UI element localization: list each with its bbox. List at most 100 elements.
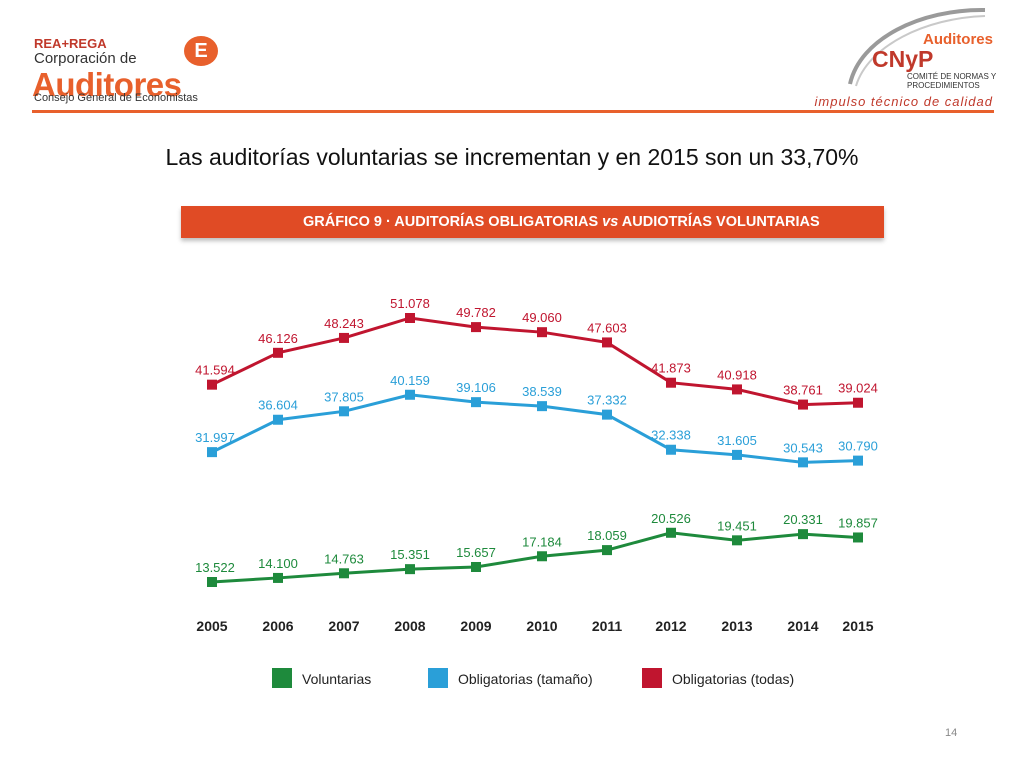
data-label-obligatorias-todas-2011: 47.603	[587, 320, 627, 335]
data-point-voluntarias-2005	[207, 577, 217, 587]
data-point-obligatorias-todas-2008	[405, 313, 415, 323]
data-point-voluntarias-2015	[853, 532, 863, 543]
data-label-voluntarias-2012: 20.526	[651, 511, 691, 526]
data-label-obligatorias-tamano-2010: 38.539	[522, 384, 562, 399]
data-label-obligatorias-todas-2014: 38.761	[783, 383, 823, 398]
cnyp-logo: Auditores CNyP COMITÉ DE NORMAS Y PROCED…	[780, 4, 997, 109]
data-label-obligatorias-tamano-2015: 30.790	[838, 439, 878, 454]
data-label-obligatorias-tamano-2006: 36.604	[258, 398, 298, 413]
data-point-obligatorias-tamano-2005	[207, 447, 217, 458]
data-point-obligatorias-todas-2011	[602, 337, 612, 348]
data-label-voluntarias-2005: 13.522	[195, 560, 235, 575]
x-tick-label-2005: 2005	[196, 618, 227, 634]
legend-swatch-voluntarias	[272, 668, 292, 688]
x-tick-label-2011: 2011	[592, 618, 623, 634]
data-label-voluntarias-2013: 19.451	[717, 518, 757, 533]
data-point-obligatorias-tamano-2006	[273, 414, 283, 425]
legend-swatch-obligatorias-tamano	[428, 668, 448, 688]
x-tick-label-2015: 2015	[842, 618, 873, 634]
data-label-obligatorias-tamano-2013: 31.605	[717, 433, 757, 448]
chart-title-prefix: GRÁFICO 9 · AUDITORÍAS OBLIGATORIAS	[303, 214, 599, 230]
chart-title-suffix: AUDIOTRÍAS VOLUNTARIAS	[621, 214, 820, 230]
logo-right-line3: COMITÉ DE NORMAS Y PROCEDIMIENTOS	[907, 72, 997, 90]
legend-label-obligatorias-tamano: Obligatorias (tamaño)	[458, 671, 593, 687]
data-label-obligatorias-todas-2009: 49.782	[456, 305, 496, 320]
header-divider	[32, 110, 994, 113]
data-label-obligatorias-tamano-2005: 31.997	[195, 430, 235, 445]
rea-rega-logo: REA+REGA E Corporación de Auditores Cons…	[32, 30, 232, 110]
data-point-obligatorias-tamano-2013	[732, 449, 742, 460]
x-tick-label-2010: 2010	[526, 618, 557, 634]
data-label-obligatorias-todas-2008: 51.078	[390, 296, 430, 311]
x-tick-label-2006: 2006	[262, 618, 293, 634]
data-point-obligatorias-todas-2007	[339, 332, 349, 343]
x-tick-label-2009: 2009	[460, 618, 491, 634]
logo-left-line1: REA+REGA	[34, 36, 107, 51]
data-label-voluntarias-2014: 20.331	[783, 512, 823, 527]
data-point-obligatorias-todas-2012	[666, 377, 676, 388]
data-label-obligatorias-todas-2015: 39.024	[838, 381, 878, 396]
data-label-obligatorias-todas-2012: 41.873	[651, 361, 691, 376]
data-label-obligatorias-todas-2007: 48.243	[324, 316, 364, 331]
data-label-obligatorias-tamano-2009: 39.106	[456, 380, 496, 395]
data-point-obligatorias-tamano-2014	[798, 457, 808, 468]
data-point-obligatorias-todas-2013	[732, 384, 742, 395]
economistas-badge-icon: E	[184, 36, 218, 66]
chart-title-vs: vs	[602, 214, 619, 230]
data-point-obligatorias-tamano-2009	[471, 397, 481, 408]
data-label-obligatorias-todas-2005: 41.594	[195, 363, 235, 378]
data-point-voluntarias-2009	[471, 561, 481, 572]
data-label-obligatorias-tamano-2012: 32.338	[651, 428, 691, 443]
logo-right-line4: impulso técnico de calidad	[814, 94, 993, 109]
data-point-obligatorias-tamano-2011	[602, 409, 612, 420]
logo-right-line2: CNyP	[872, 46, 934, 72]
data-point-obligatorias-todas-2014	[798, 399, 808, 410]
data-point-obligatorias-todas-2015	[853, 397, 863, 408]
page-number: 14	[945, 727, 958, 739]
data-label-obligatorias-todas-2006: 46.126	[258, 331, 298, 346]
data-label-voluntarias-2008: 15.351	[390, 547, 430, 562]
data-point-obligatorias-tamano-2008	[405, 389, 415, 400]
data-label-obligatorias-tamano-2007: 37.805	[324, 389, 364, 404]
logo-left-line4: Consejo General de Economistas	[34, 92, 198, 104]
legend-label-obligatorias-todas: Obligatorias (todas)	[672, 671, 795, 687]
data-point-obligatorias-tamano-2010	[537, 401, 547, 412]
data-point-voluntarias-2007	[339, 568, 349, 579]
x-tick-label-2008: 2008	[394, 618, 425, 634]
data-label-voluntarias-2007: 14.763	[324, 551, 364, 566]
slide-title: Las auditorías voluntarias se incrementa…	[165, 144, 859, 170]
legend-label-voluntarias: Voluntarias	[302, 671, 372, 687]
data-label-obligatorias-tamano-2014: 30.543	[783, 440, 823, 455]
data-label-voluntarias-2011: 18.059	[587, 528, 627, 543]
data-label-obligatorias-todas-2010: 49.060	[522, 310, 562, 325]
data-point-obligatorias-tamano-2007	[339, 406, 349, 417]
logo-right-line1: Auditores	[922, 31, 993, 48]
data-point-voluntarias-2013	[732, 535, 742, 546]
data-label-obligatorias-tamano-2008: 40.159	[390, 373, 430, 388]
data-label-obligatorias-tamano-2011: 37.332	[587, 393, 627, 408]
chart-legend: Voluntarias Obligatorias (tamaño) Obliga…	[0, 668, 1024, 692]
data-point-obligatorias-todas-2009	[471, 322, 481, 333]
data-label-voluntarias-2010: 17.184	[522, 534, 562, 549]
data-point-voluntarias-2010	[537, 551, 547, 562]
swoosh-icon	[848, 7, 986, 87]
data-point-obligatorias-todas-2005	[207, 379, 217, 390]
logo-left-line2: Corporación de	[34, 50, 137, 67]
x-tick-label-2012: 2012	[655, 618, 686, 634]
data-point-obligatorias-todas-2006	[273, 347, 283, 358]
x-tick-label-2007: 2007	[328, 618, 359, 634]
data-point-obligatorias-tamano-2015	[853, 455, 863, 466]
legend-swatch-obligatorias-todas	[642, 668, 662, 688]
data-label-voluntarias-2015: 19.857	[838, 515, 878, 530]
series-line-obligatorias-tamano	[211, 393, 859, 464]
data-point-voluntarias-2014	[798, 529, 808, 540]
data-point-obligatorias-tamano-2012	[666, 444, 676, 455]
data-point-voluntarias-2006	[273, 572, 283, 583]
data-point-obligatorias-todas-2010	[537, 327, 547, 338]
x-tick-label-2014: 2014	[787, 618, 818, 634]
data-point-voluntarias-2011	[602, 545, 612, 556]
data-label-voluntarias-2009: 15.657	[456, 545, 496, 560]
data-label-obligatorias-todas-2013: 40.918	[717, 367, 757, 382]
chart-title-banner: GRÁFICO 9 · AUDITORÍAS OBLIGATORIAS vs A…	[181, 206, 884, 238]
